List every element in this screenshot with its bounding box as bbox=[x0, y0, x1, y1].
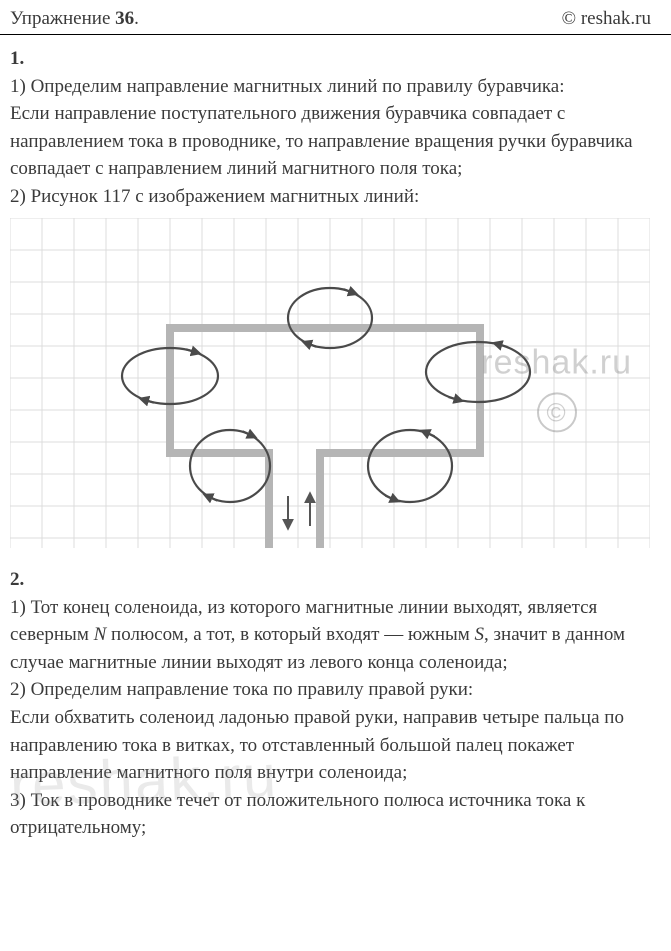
section2-p1: 1) Тот конец соленоида, из которого магн… bbox=[10, 594, 661, 677]
exercise-title: Упражнение 36. bbox=[10, 8, 139, 30]
north-symbol: N bbox=[94, 624, 107, 645]
section2-p4: 3) Ток в проводнике течет от положительн… bbox=[10, 787, 661, 842]
section2-number: 2. bbox=[10, 566, 661, 594]
south-symbol: S bbox=[475, 624, 485, 645]
figure-svg bbox=[10, 218, 650, 548]
section1-p1: 1) Определим направление магнитных линий… bbox=[10, 73, 661, 101]
site-credit: © reshak.ru bbox=[562, 8, 651, 30]
section1-p2: Если направление поступательного движени… bbox=[10, 100, 661, 183]
section1-number: 1. bbox=[10, 45, 661, 73]
figure-grid-bg bbox=[10, 218, 650, 548]
exercise-number: 36 bbox=[115, 8, 134, 29]
exercise-period: . bbox=[134, 8, 139, 29]
page-content: 1. 1) Определим направление магнитных ли… bbox=[0, 35, 671, 852]
section2-p3: Если обхватить соленоид ладонью правой р… bbox=[10, 704, 661, 787]
figure-117: reshak.ru © bbox=[10, 218, 650, 548]
exercise-label: Упражнение bbox=[10, 8, 110, 29]
section2-p1b: полюсом, а тот, в который входят — южным bbox=[106, 624, 474, 645]
section2-p2: 2) Определим направление тока по правилу… bbox=[10, 676, 661, 704]
page-header: Упражнение 36. © reshak.ru bbox=[0, 0, 671, 35]
section1-p3: 2) Рисунок 117 с изображением магнитных … bbox=[10, 183, 661, 211]
